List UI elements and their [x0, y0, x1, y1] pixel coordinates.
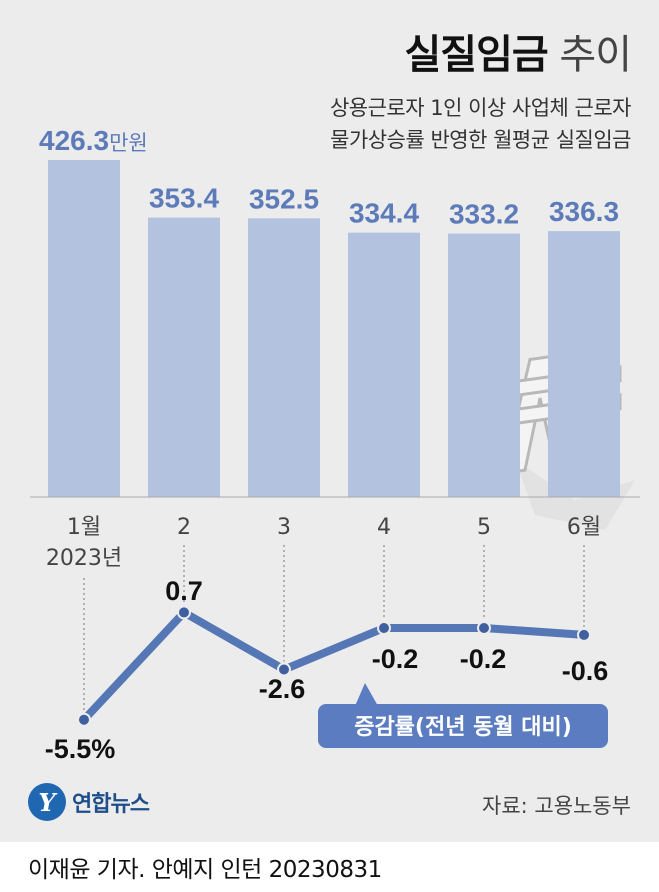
- change-rate-line: [80, 608, 588, 724]
- chart-title: 실질임금 추이: [404, 22, 632, 80]
- bar-4: [348, 232, 420, 497]
- bar-value-label: 352.5: [249, 183, 319, 214]
- line-value-label: 0.7: [165, 576, 203, 606]
- bar-value-label: 334.4: [349, 198, 419, 229]
- x-tick-label: 1월: [67, 515, 101, 540]
- logo-text: 연합뉴스: [72, 792, 150, 817]
- line-point: [177, 605, 191, 620]
- badge-pointer: [355, 683, 378, 706]
- bar-value-label: 426.3만원: [39, 125, 148, 156]
- unit-label: 만원: [109, 132, 148, 155]
- bar-6: [548, 231, 620, 497]
- bar-1: [48, 160, 120, 497]
- bar-value-label: 353.4: [149, 183, 219, 214]
- line-point: [277, 662, 291, 677]
- line-value-label: -0.2: [372, 644, 419, 674]
- bar-2: [148, 217, 220, 497]
- line-value-label: -2.6: [259, 674, 306, 704]
- line-point: [577, 627, 591, 642]
- x-tick-label: 3: [277, 515, 291, 540]
- x-tick-label: 6월: [567, 515, 601, 540]
- title-bold: 실질임금: [404, 32, 548, 78]
- line-point: [77, 712, 91, 727]
- line-point: [377, 621, 391, 635]
- logo-mark-icon: Y: [28, 783, 66, 821]
- source-note: 자료: 고용노동부: [482, 794, 631, 818]
- subtitle-line-1: 상용근로자 1인 이상 사업체 근로자: [329, 96, 632, 120]
- line-value-label: -0.6: [562, 656, 609, 686]
- x-tick-label: 4: [377, 515, 391, 540]
- bar-value-label: 333.2: [449, 199, 519, 230]
- bar-3: [248, 218, 320, 497]
- series-badge: [318, 704, 608, 748]
- byline: 이재윤 기자. 안예지 인턴 20230831: [28, 857, 382, 883]
- bar-5: [448, 233, 520, 497]
- title-light: 추이: [559, 32, 632, 78]
- line-value-label: -5.5%: [45, 734, 116, 764]
- yonhap-logo: Y 연합뉴스: [28, 780, 150, 824]
- series-badge-label: 증감률(전년 동월 대비): [354, 715, 572, 740]
- year-label: 2023년: [46, 546, 122, 571]
- line-point: [477, 621, 491, 635]
- bar-value-label: 336.3: [549, 196, 619, 227]
- x-tick-label: 2: [177, 515, 191, 540]
- change-rate-series: -5.5% 0.7 -2.6 -0.2 -0.2 -0.6 증감률(전년 동월 대비): [45, 545, 609, 764]
- line-value-label: -0.2: [460, 644, 507, 674]
- x-tick-label: 5: [477, 515, 491, 540]
- subtitle-line-2: 물가상승률 반영한 월평균 실질임금: [330, 128, 631, 152]
